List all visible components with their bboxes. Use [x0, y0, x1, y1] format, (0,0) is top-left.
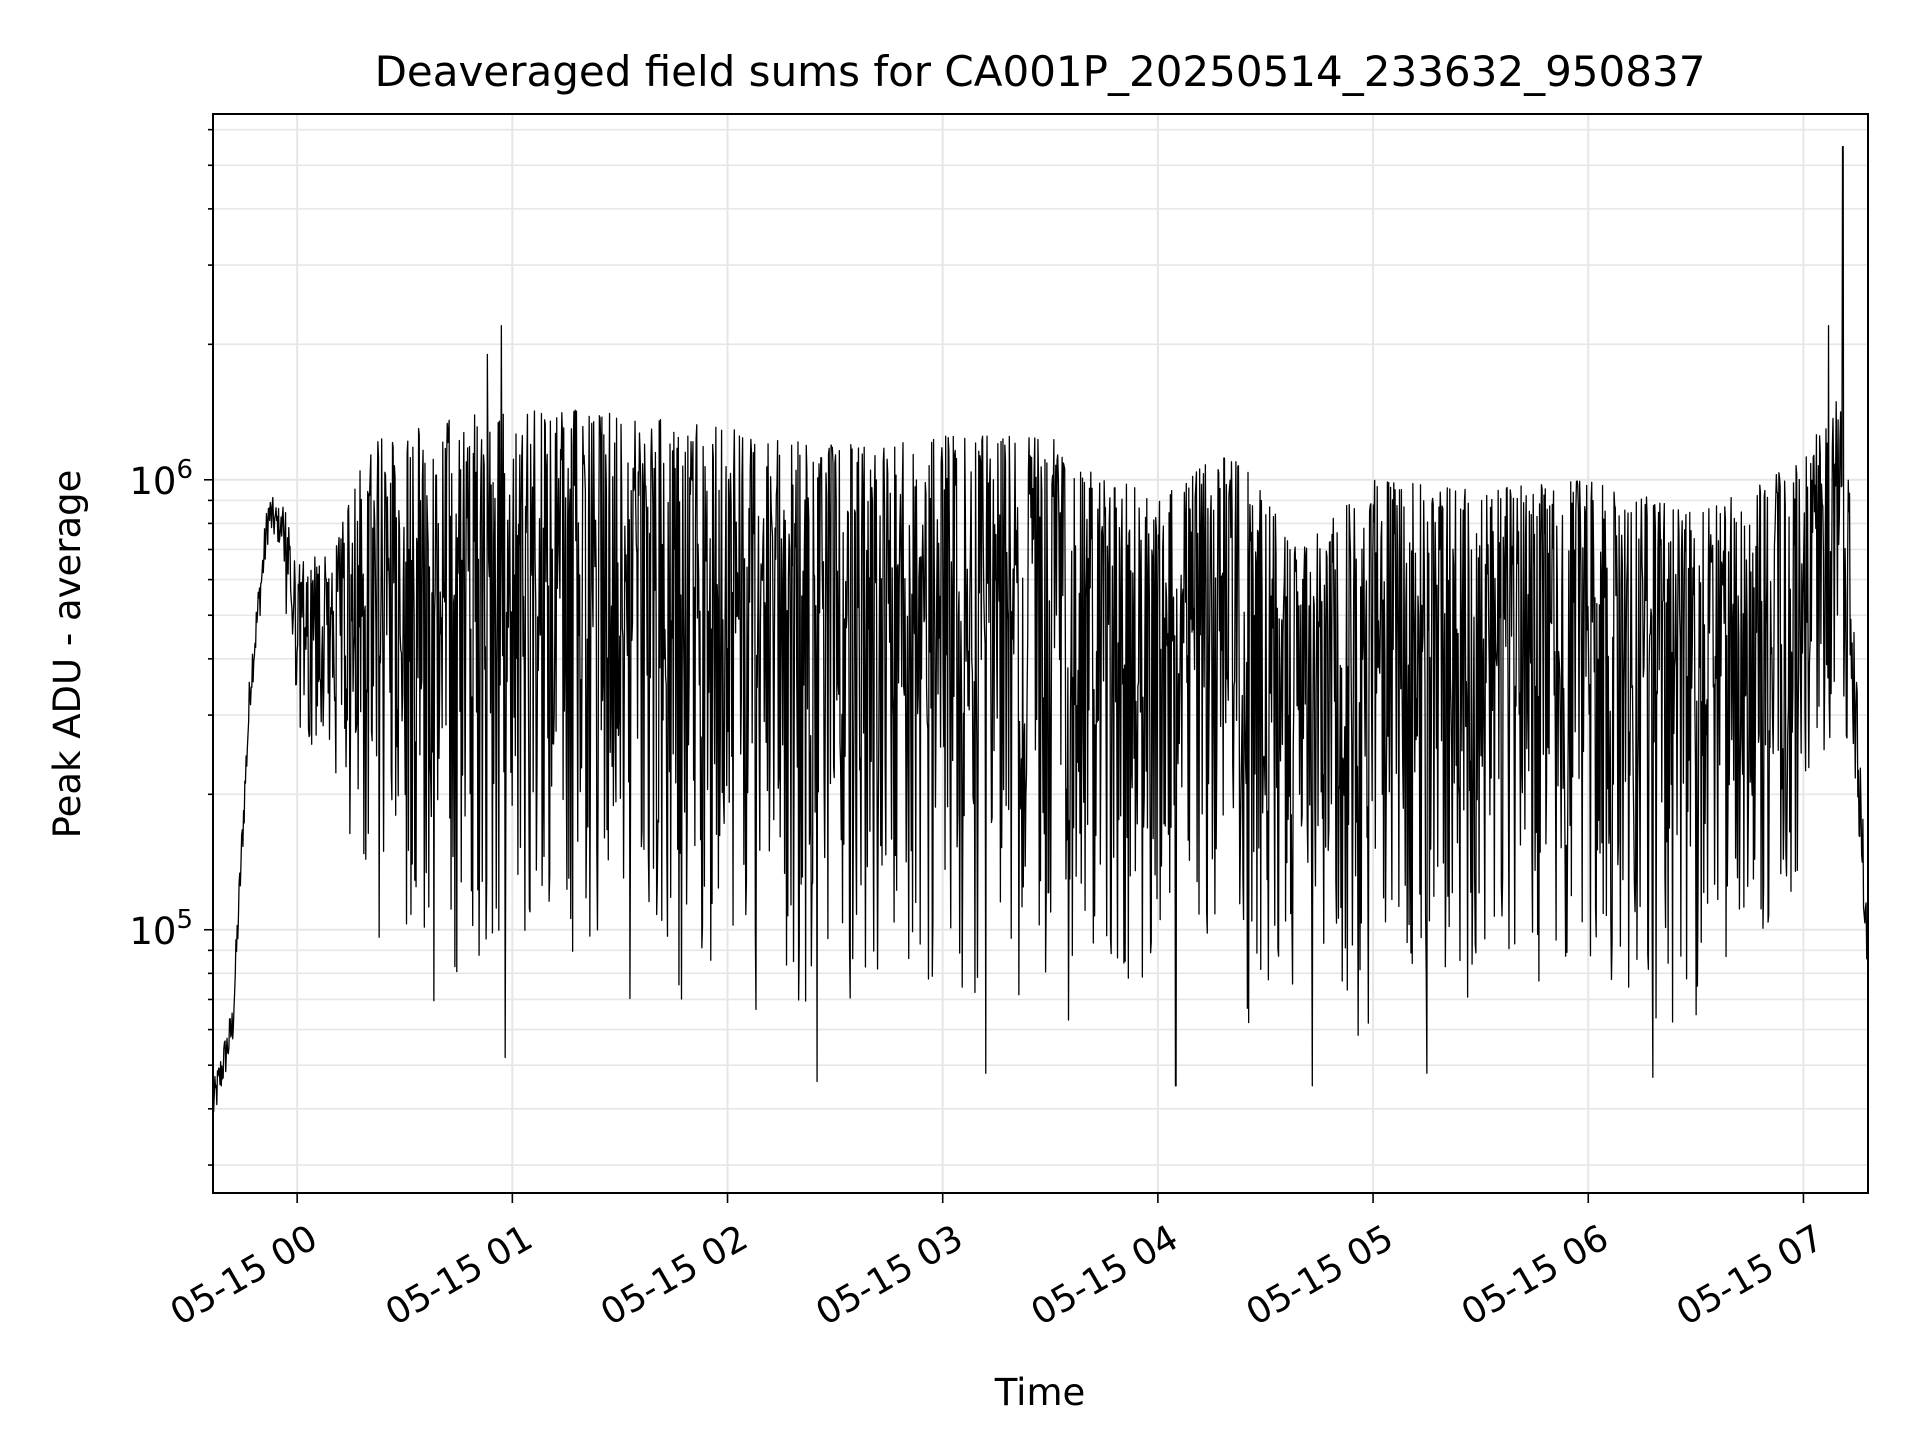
- y-tick-label-base: 10: [129, 910, 176, 953]
- x-axis-label: Time: [994, 1371, 1086, 1414]
- y-tick-label-base: 10: [129, 460, 176, 503]
- y-tick-label-exponent: 5: [176, 905, 193, 935]
- y-tick-label: 106: [129, 455, 193, 503]
- y-axis-label: Peak ADU - average: [46, 470, 89, 839]
- y-tick-label-exponent: 6: [176, 455, 193, 485]
- chart-title: Deaveraged field sums for CA001P_2025051…: [375, 47, 1706, 96]
- series-line: [212, 146, 1869, 1113]
- y-tick-label: 105: [129, 905, 193, 953]
- axes-frame: [212, 113, 1869, 1194]
- plot-area: [212, 146, 1869, 1113]
